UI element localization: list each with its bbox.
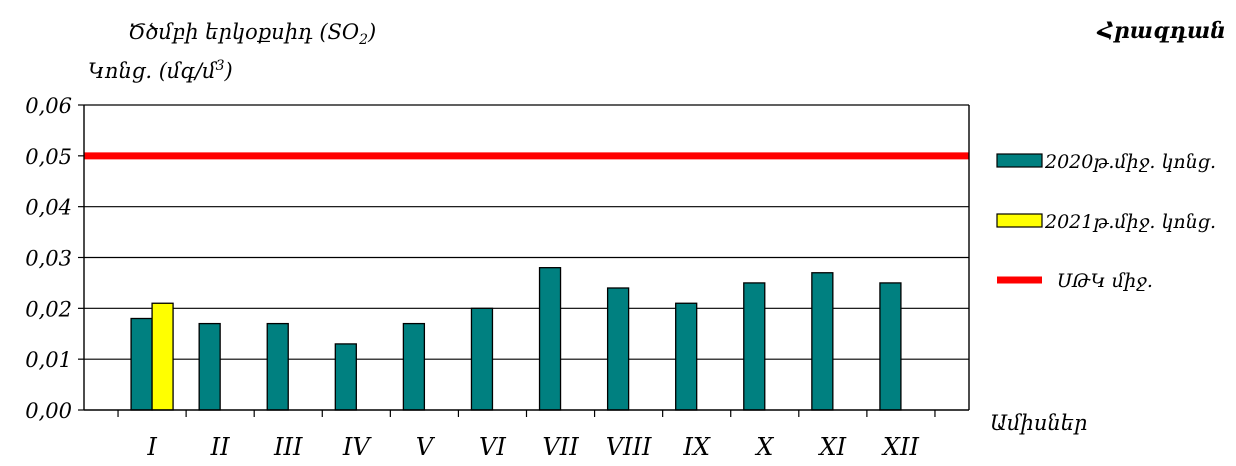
bar-2020 [130,317,153,411]
bar-2020 [538,267,562,411]
bar-2020 [606,287,630,411]
x-axis-label: Ամիսներ [990,411,1087,435]
x-tick-label: III [273,433,303,461]
legend-label: 2021թ.միջ. կոնց. [1044,211,1216,233]
y-tick-labels: 0,00 0,01 0,02 0,03 0,04 0,05 0,06 [25,94,72,423]
bar-2020 [334,343,357,411]
bar-2020 [743,282,766,411]
x-tick-label: II [210,433,230,461]
legend-swatch [996,213,1043,228]
axes-group [83,105,970,417]
x-tick-label: IX [682,433,710,461]
chart-title: Ծծմբի երկօքսիդ (SO2) [128,20,377,49]
y-tick-label: 0,03 [25,247,72,271]
x-tick-label: VII [542,433,579,461]
y-axis-label: Կոնց. (մգ/մ3) [88,58,233,83]
bars-group [130,267,902,411]
bar-2020 [811,272,834,411]
x-tick-label: I [146,433,157,461]
bar-2020 [675,302,698,411]
bar-2021 [151,302,174,411]
legend-label: 2020թ.միջ. կոնց. [1044,151,1216,173]
legend-label: ՍԹԿ միջ. [1057,270,1153,292]
legend-swatch [996,153,1043,168]
x-tick-label: VI [479,433,506,461]
x-tick-label: X [754,433,774,461]
y-tick-label: 0,05 [25,145,72,169]
city-label: Հրազդան [1097,18,1226,44]
y-tick-label: 0,01 [25,348,72,372]
y-tick-label: 0,04 [25,196,72,220]
bar-2020 [402,322,426,411]
legend: 2020թ.միջ. կոնց. 2021թ.միջ. կոնց. ՍԹԿ միջ. [996,151,1216,292]
x-tick-labels: I II III IV V VI VII VIII IX X XI XII [146,433,919,461]
x-tick-label: VIII [606,433,652,461]
bar-2020 [266,322,289,411]
x-tick-label: XI [818,433,847,461]
bar-2020 [470,307,494,411]
y-tick-label: 0,02 [25,297,72,321]
y-tick-label: 0,00 [25,399,72,423]
bar-2020 [198,322,221,411]
x-tick-label: IV [342,433,372,461]
y-tick-label: 0,06 [25,94,72,118]
x-tick-label: V [416,433,436,461]
x-tick-label: XII [881,433,920,461]
bar-2020 [879,282,902,411]
